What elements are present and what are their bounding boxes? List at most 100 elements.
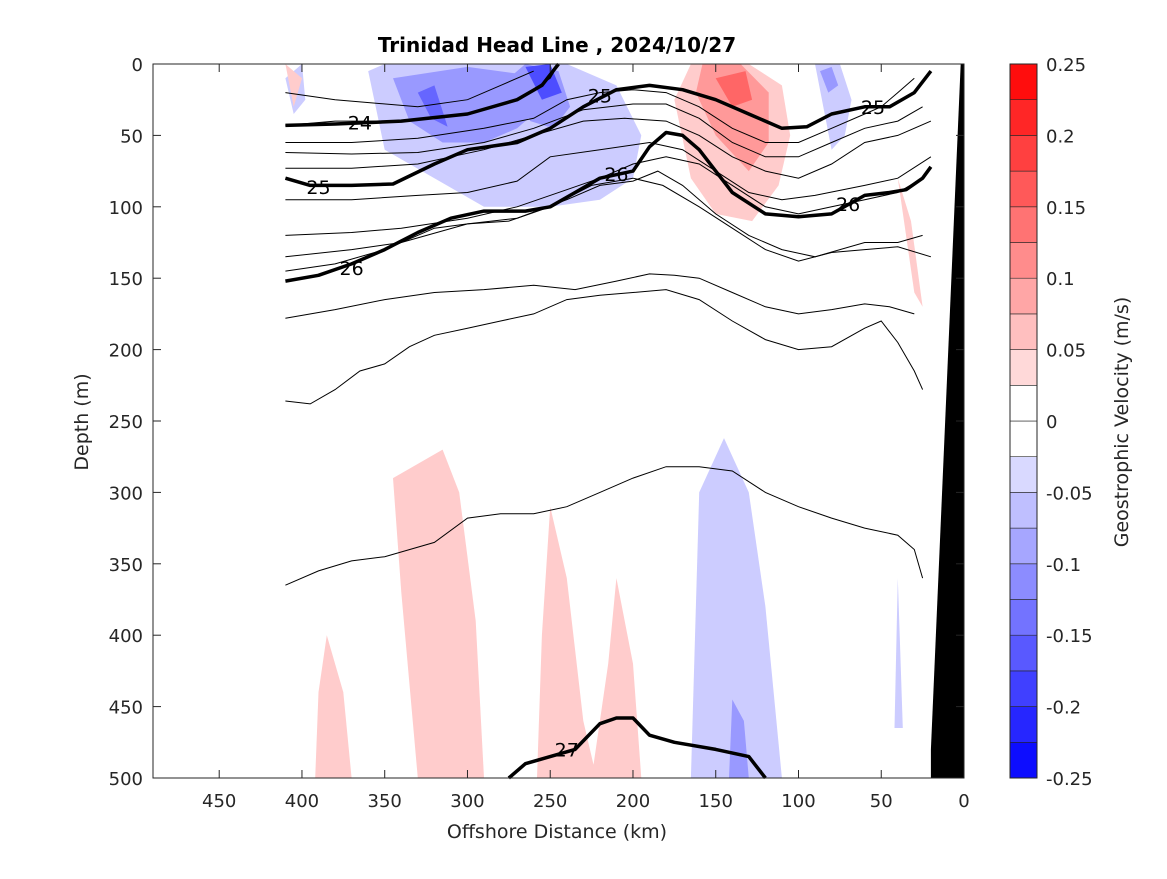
x-tick-label: 0 — [958, 791, 969, 812]
x-tick-label: 350 — [368, 791, 402, 812]
velocity-patch-9 — [729, 699, 749, 778]
colorbar-segment — [1009, 313, 1038, 350]
density-contour-2 — [285, 77, 915, 143]
colorbar-segment — [1009, 563, 1038, 600]
coastline-land — [930, 64, 964, 778]
colorbar-segment — [1009, 706, 1038, 743]
colorbar-label: Geostrophic Velocity (m/s) — [1111, 297, 1133, 547]
y-tick-label: 400 — [109, 626, 143, 647]
x-tick-label: 400 — [285, 791, 319, 812]
velocity-patch-14 — [285, 64, 302, 107]
velocity-patch-5 — [815, 64, 852, 150]
velocity-patch-18 — [537, 506, 597, 778]
colorbar — [1009, 63, 1038, 779]
colorbar-segment — [1009, 634, 1038, 672]
y-tick-label: 100 — [109, 198, 143, 219]
y-tick-label: 350 — [109, 555, 143, 576]
colorbar-segment — [1009, 63, 1038, 101]
colorbar-segment — [1009, 206, 1038, 243]
colorbar-tick-label: 0.1 — [1046, 269, 1075, 290]
colorbar-ticks: 0.25 0.2 0.15 0.1 0.05 0 -0.05 -0.1 -0.15 -0.2 -0.… — [1046, 55, 1093, 790]
colorbar-tick-label: 0 — [1046, 412, 1057, 433]
density-contour-0 — [285, 70, 534, 108]
density-contour-9 — [285, 273, 915, 319]
y-tick-label: 0 — [132, 55, 143, 76]
colorbar-segment — [1009, 384, 1038, 422]
colorbar-tick-label: -0.2 — [1046, 698, 1081, 719]
colorbar-segment — [1009, 277, 1038, 315]
density-contour-5 — [285, 141, 932, 201]
x-axis-label: Offshore Distance (km) — [447, 821, 667, 843]
y-tick-label: 50 — [120, 126, 143, 147]
velocity-patch-19 — [591, 578, 642, 778]
x-tick-label: 300 — [450, 791, 484, 812]
colorbar-segment — [1009, 492, 1038, 529]
contour-24-line-0 — [285, 62, 560, 128]
x-tick-label: 100 — [781, 791, 815, 812]
velocity-patch-12 — [695, 64, 769, 172]
contour-26-line-2 — [285, 130, 933, 283]
y-tick-label: 300 — [109, 483, 143, 504]
colorbar-segment — [1009, 741, 1038, 779]
density-contour-3 — [285, 103, 923, 158]
colorbar-segment — [1009, 456, 1038, 493]
density-contour-8 — [285, 177, 932, 272]
colorbar-tick-label: -0.05 — [1046, 483, 1093, 504]
contour-label-25: 25 — [861, 97, 885, 119]
land-mask — [930, 64, 964, 778]
contour-25-line-1 — [284, 70, 933, 188]
colorbar-segment — [1009, 420, 1038, 458]
colorbar-segment — [1009, 242, 1038, 279]
colorbar-tick-label: 0.05 — [1046, 341, 1086, 362]
velocity-patch-17 — [315, 635, 352, 778]
colorbar-segment — [1009, 349, 1038, 386]
x-axis-ticks: 450 400 350 300 250 200 150 100 50 0 — [202, 64, 970, 812]
colorbar-tick-label: -0.25 — [1046, 769, 1093, 790]
y-axis-label: Depth (m) — [71, 373, 93, 470]
contour-label-27: 27 — [555, 739, 579, 761]
colorbar-segment — [1009, 99, 1038, 136]
colorbar-border — [1009, 63, 1038, 779]
y-tick-label: 450 — [109, 698, 143, 719]
velocity-field — [285, 64, 923, 778]
colorbar-segment — [1009, 527, 1038, 565]
x-tick-label: 200 — [616, 791, 650, 812]
colorbar-tick-label: 0.15 — [1046, 198, 1086, 219]
colorbar-segment — [1009, 135, 1038, 172]
x-tick-label: 250 — [533, 791, 567, 812]
velocity-patch-6 — [820, 66, 839, 93]
y-tick-label: 250 — [109, 412, 143, 433]
density-contour-10 — [285, 289, 924, 405]
colorbar-tick-label: 0.2 — [1046, 126, 1075, 147]
contour-label-26: 26 — [604, 164, 628, 186]
contour-label-25: 25 — [306, 177, 330, 199]
contour-label-26: 26 — [340, 258, 364, 280]
colorbar-segment — [1009, 599, 1038, 636]
velocity-patch-16 — [393, 449, 484, 778]
y-axis-ticks: 0 50 100 150 200 250 300 350 400 450 500 — [109, 55, 964, 790]
colorbar-tick-label: 0.25 — [1046, 55, 1086, 76]
x-tick-label: 150 — [699, 791, 733, 812]
y-tick-label: 150 — [109, 269, 143, 290]
y-tick-label: 200 — [109, 341, 143, 362]
colorbar-tick-label: -0.15 — [1046, 626, 1093, 647]
contour-27-line-3 — [507, 716, 767, 780]
y-tick-label: 500 — [109, 769, 143, 790]
chart-title: Trinidad Head Line , 2024/10/27 — [378, 33, 736, 57]
colorbar-segment — [1009, 170, 1038, 208]
contour-label-25: 25 — [588, 85, 612, 107]
x-tick-label: 450 — [202, 791, 236, 812]
velocity-patch-8 — [690, 438, 782, 778]
contour-label-26: 26 — [836, 194, 860, 216]
labeled-density-contours: 24 25 25 25 26 26 26 27 — [284, 62, 933, 780]
velocity-patch-1 — [393, 66, 542, 143]
colorbar-tick-label: -0.1 — [1046, 555, 1081, 576]
density-contour-11 — [285, 466, 924, 586]
velocity-patch-15 — [897, 178, 923, 307]
velocity-patch-10 — [894, 578, 903, 728]
contour-label-24: 24 — [348, 113, 372, 135]
x-tick-label: 50 — [870, 791, 893, 812]
colorbar-segment — [1009, 670, 1038, 707]
